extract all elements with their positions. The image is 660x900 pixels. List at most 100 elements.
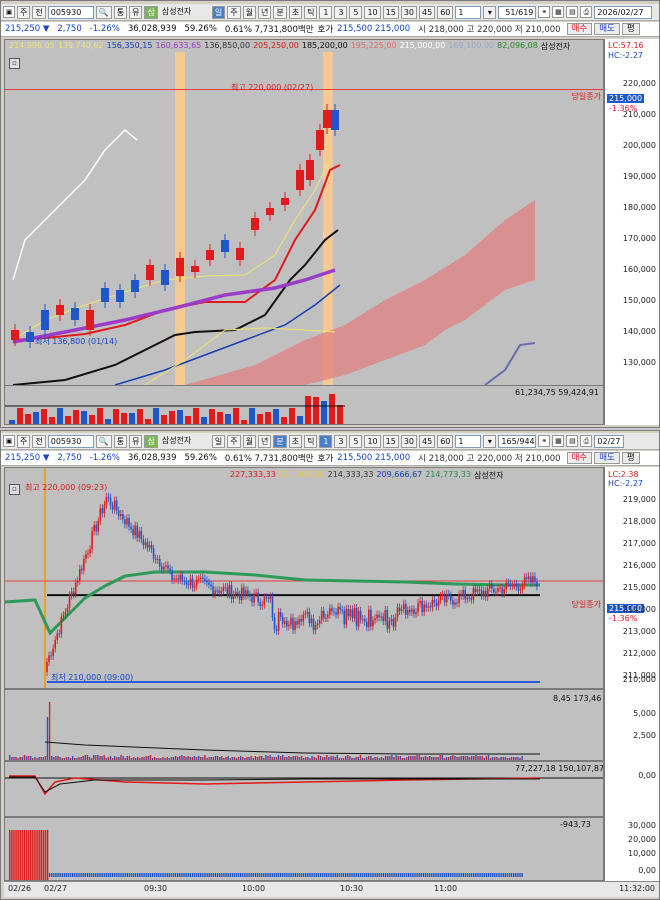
hist-bar <box>120 873 122 877</box>
period-tab[interactable]: 일 <box>211 5 226 19</box>
minute-tab[interactable]: 30 <box>400 434 418 448</box>
minute-tab[interactable]: 5 <box>349 5 363 19</box>
print-icon[interactable]: ⎙ <box>580 435 593 447</box>
hist-bar <box>475 873 477 877</box>
search-icon[interactable]: 🔍 <box>95 434 112 448</box>
minute-tab[interactable]: 30 <box>400 5 418 19</box>
jeon-button[interactable]: 전 <box>32 434 46 448</box>
volume-bar <box>357 757 359 760</box>
sell-button[interactable]: 매도 <box>594 23 620 35</box>
period-tab[interactable]: 년 <box>257 5 272 19</box>
settings-icon-2[interactable]: ▫ <box>9 484 20 495</box>
candle <box>322 610 325 618</box>
grid-icon[interactable]: ▦ <box>552 6 565 18</box>
candle <box>41 310 49 330</box>
dropdown-icon[interactable]: ▾ <box>483 434 497 448</box>
tong-button[interactable]: 통 <box>113 434 128 448</box>
volume-bar <box>263 758 265 760</box>
hist-bar <box>21 830 24 880</box>
period-tab[interactable]: 월 <box>242 434 256 448</box>
volume-bar <box>256 757 259 760</box>
period-tab[interactable]: 월 <box>242 5 256 19</box>
volume-bar <box>399 756 401 760</box>
sell-button[interactable]: 매도 <box>594 452 620 464</box>
minute-tab[interactable]: 15 <box>382 5 399 19</box>
print-icon[interactable]: ⎙ <box>580 6 593 18</box>
grid-icon[interactable]: ▦ <box>552 435 565 447</box>
period-tab[interactable]: 초 <box>288 5 303 19</box>
myu-button[interactable]: 뮤 <box>129 5 143 19</box>
period-tab[interactable]: 분 <box>273 434 287 448</box>
count-input[interactable]: 1 <box>455 5 482 19</box>
ju-button[interactable]: 주 <box>17 434 31 448</box>
window-icon[interactable]: ▣ <box>3 435 15 447</box>
minute-tab[interactable]: 5 <box>349 434 363 448</box>
save-icon[interactable]: ▤ <box>566 435 579 447</box>
hist-bar <box>433 873 435 877</box>
period-tab[interactable]: 틱 <box>304 434 318 448</box>
price-tick: 219,000 <box>622 495 656 504</box>
jeon-button[interactable]: 전 <box>32 5 46 19</box>
link-icon[interactable]: ⚭ <box>538 6 551 18</box>
minute-tab[interactable]: 3 <box>334 5 348 19</box>
minute-tab[interactable]: 1 <box>319 5 333 19</box>
minute-tab[interactable]: 15 <box>382 434 399 448</box>
hist-bar <box>408 873 410 877</box>
period-tab[interactable]: 주 <box>227 5 241 19</box>
window-icon[interactable]: ▣ <box>3 6 15 18</box>
minute-tab[interactable]: 1 <box>319 434 333 448</box>
candle <box>117 510 120 517</box>
minute-tab[interactable]: 10 <box>364 5 381 19</box>
eval-button[interactable]: 평 <box>621 452 640 464</box>
search-icon[interactable]: 🔍 <box>95 5 112 19</box>
minute-tab[interactable]: 60 <box>437 5 454 19</box>
hist-bar <box>515 873 517 877</box>
candle <box>349 609 352 617</box>
stock-code-input[interactable]: 005930 <box>47 5 94 19</box>
settings-icon[interactable]: ▫ <box>9 58 20 69</box>
minute-tab[interactable]: 45 <box>419 434 436 448</box>
daily-candlestick-chart <box>5 52 603 398</box>
buy-button[interactable]: 매수 <box>566 452 593 464</box>
eval-button[interactable]: 평 <box>621 23 640 35</box>
candle <box>144 542 147 546</box>
period-tab[interactable]: 틱 <box>304 5 318 19</box>
volume-bar <box>237 757 240 760</box>
period-tab[interactable]: 주 <box>227 434 241 448</box>
buy-button[interactable]: 매수 <box>566 23 593 35</box>
candle <box>310 618 313 624</box>
sam-badge[interactable]: 삼 <box>144 5 158 19</box>
hist-bar <box>137 873 139 877</box>
period-tab[interactable]: 초 <box>288 434 303 448</box>
hist-bar <box>53 873 55 877</box>
candle <box>320 610 323 621</box>
candle <box>89 549 91 554</box>
ju-button[interactable]: 주 <box>17 5 31 19</box>
dropdown-icon[interactable]: ▾ <box>483 5 497 19</box>
minute-tab[interactable]: 60 <box>437 434 454 448</box>
candle <box>409 609 411 613</box>
minute-tab[interactable]: 45 <box>419 5 436 19</box>
sam-badge[interactable]: 삼 <box>144 434 158 448</box>
count-input[interactable]: 1 <box>455 434 482 448</box>
current-rate-tag-2: -1.36% <box>609 614 638 623</box>
minute-tab[interactable]: 3 <box>334 434 348 448</box>
stock-code-input[interactable]: 005930 <box>47 434 94 448</box>
link-icon[interactable]: ⚭ <box>538 435 551 447</box>
candle <box>417 603 419 613</box>
volume-bar <box>519 758 521 760</box>
minute-tab[interactable]: 10 <box>364 434 381 448</box>
period-tab[interactable]: 분 <box>273 5 287 19</box>
date-input[interactable]: 2026/02/27 <box>594 5 653 19</box>
volume-bar <box>403 758 406 760</box>
hist-bar <box>145 873 147 877</box>
date-input[interactable]: 02/27 <box>594 434 625 448</box>
period-tab[interactable]: 년 <box>257 434 272 448</box>
save-icon[interactable]: ▤ <box>566 6 579 18</box>
candle <box>226 587 229 595</box>
tong-button[interactable]: 통 <box>113 5 128 19</box>
period-tab[interactable]: 일 <box>211 434 226 448</box>
myu-button[interactable]: 뮤 <box>129 434 143 448</box>
volume-bar <box>435 757 437 760</box>
time-tick: 10:00 <box>242 884 266 893</box>
